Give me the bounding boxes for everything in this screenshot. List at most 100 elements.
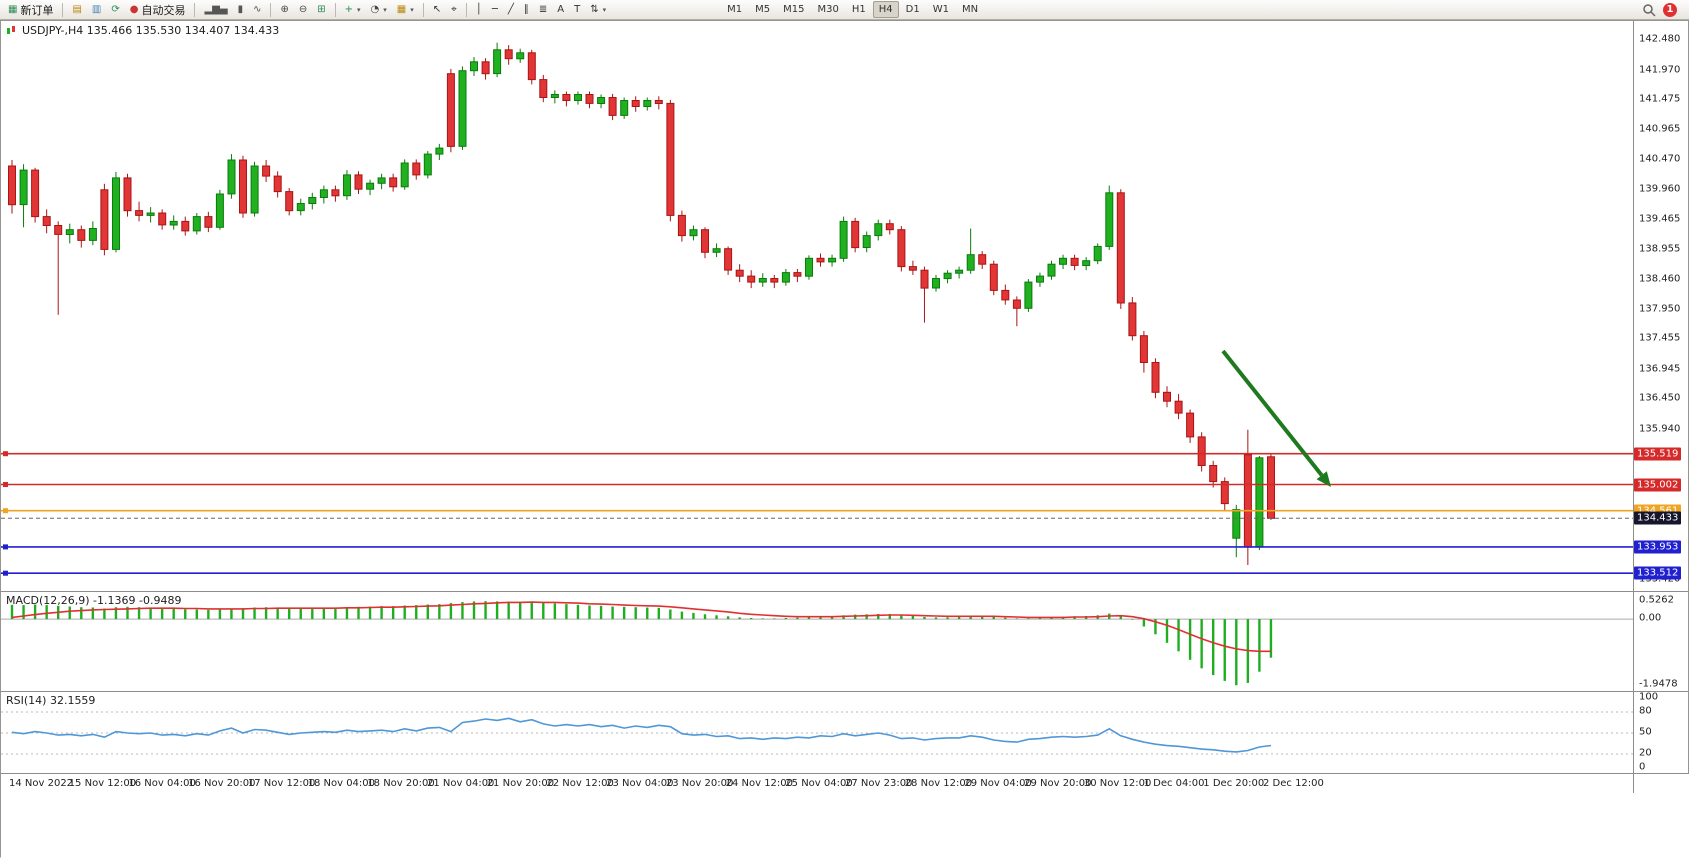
bar-chart-button[interactable]: ▂▆▄: [200, 0, 231, 19]
zoom-in-icon: ⊕: [280, 3, 289, 15]
fibonacci-button[interactable]: ≣: [535, 0, 551, 19]
timeframe-m1-button[interactable]: M1: [727, 4, 743, 15]
line-handle[interactable]: [3, 482, 8, 487]
price-line-box: 135.002: [1634, 478, 1682, 491]
horizontal-line-button[interactable]: ─: [488, 0, 502, 19]
time-axis-label: 29 Nov 04:00: [964, 778, 1032, 789]
refresh-button[interactable]: ⟳: [107, 0, 123, 19]
auto-trading-icon: ●: [129, 3, 139, 15]
periods-button[interactable]: ◔ ▾: [367, 0, 391, 19]
price-axis-label: 141.970: [1639, 64, 1681, 75]
price-axis-label: 137.950: [1639, 303, 1681, 315]
label-button[interactable]: T: [570, 0, 584, 19]
open-chart-button[interactable]: ▤: [68, 0, 85, 19]
time-axis-label: 27 Nov 23:00: [845, 778, 913, 789]
time-axis-label: 15 Nov 12:00: [68, 778, 137, 789]
profiles-button[interactable]: ▥: [88, 0, 105, 19]
timeframe-h4-button[interactable]: H4: [872, 1, 899, 18]
line-handle[interactable]: [3, 570, 8, 576]
price-axis-label: 136.945: [1639, 363, 1681, 375]
time-axis-label: 29 Nov 20:00: [1024, 778, 1092, 789]
trendline-button[interactable]: ╱: [504, 0, 518, 19]
price-axis-label: 136.450: [1639, 392, 1681, 404]
trend-arrow-head[interactable]: [1316, 471, 1331, 487]
horizontal-line-icon: ─: [491, 3, 498, 15]
vertical-line-button[interactable]: │: [472, 0, 486, 19]
axis-separator: [1633, 21, 1634, 793]
periods-icon: ◔: [370, 3, 380, 15]
price-axis-label: 138.955: [1639, 243, 1681, 255]
line-handle[interactable]: [3, 544, 8, 550]
timeframe-m15-button[interactable]: M15: [783, 4, 805, 15]
chart-window: USDJPY-,H4 135.466 135.530 134.407 134.4…: [0, 20, 1689, 858]
price-axis[interactable]: 142.480 141.970 141.475 140.965 140.470 139.9…: [1633, 21, 1689, 591]
dropdown-caret-icon: ▾: [602, 5, 607, 14]
templates-button[interactable]: ▦ ▾: [393, 0, 418, 19]
new-order-button[interactable]: ▦ 新订单: [4, 0, 57, 19]
arrows-button[interactable]: ⇅ ▾: [586, 0, 610, 19]
chart-window-icon: [7, 26, 15, 34]
candlestick-chart-icon: ▮: [237, 3, 244, 15]
toolbar-separator: [194, 2, 196, 17]
price-axis-label: 142.480: [1639, 33, 1681, 45]
rsi-axis-label: 0: [1639, 761, 1646, 773]
time-axis-label: 18 Nov 04:00: [307, 778, 376, 789]
trend-arrow[interactable]: [1221, 349, 1324, 477]
price-axis-label: 141.475: [1639, 93, 1681, 105]
text-button[interactable]: A: [553, 0, 568, 19]
macd-header: MACD(12,26,9) -1.1369 -0.9489: [6, 594, 182, 607]
toolbar-separator: [422, 2, 424, 17]
toolbar: ▦ 新订单 ▤ ▥ ⟳ ● 自动交易 ▂▆▄ ▮ ∿ ⊕ ⊖ ⊞ + ▾ ◔ ▾ ▦ ▾ ↖ ⌖ │ ─ ╱ ∥ ≣ A T ⇅ ▾ M1 M…: [0, 0, 1689, 20]
tile-windows-icon: ⊞: [317, 3, 326, 15]
zoom-out-button[interactable]: ⊖: [295, 0, 311, 19]
price-axis-label: 138.460: [1639, 273, 1681, 284]
notification-badge[interactable]: 1: [1663, 2, 1677, 17]
search-icon[interactable]: [1642, 3, 1656, 17]
time-axis-label: 23 Nov 04:00: [606, 778, 674, 789]
time-axis-label: 24 Nov 12:00: [725, 778, 794, 789]
timeframe-h1-button[interactable]: H1: [851, 4, 866, 15]
bottom-strip: [1, 793, 1689, 858]
line-handle[interactable]: [3, 508, 8, 514]
arrows-icon: ⇅: [590, 3, 599, 15]
rsi-header: RSI(14) 32.1559: [6, 694, 96, 707]
auto-trading-button[interactable]: ● 自动交易: [126, 0, 190, 19]
new-order-icon: ▦: [8, 3, 18, 15]
macd-canvas[interactable]: [1, 592, 1633, 691]
auto-trading-button-label: 自动交易: [141, 3, 186, 17]
dropdown-caret-icon: ▾: [357, 5, 361, 14]
macd-axis-label: -1.9478: [1639, 678, 1678, 690]
zoom-in-button[interactable]: ⊕: [276, 0, 292, 19]
time-axis-label: 1 Dec 20:00: [1203, 778, 1265, 789]
timeframe-m5-button[interactable]: M5: [755, 4, 771, 15]
line-handle[interactable]: [3, 451, 8, 457]
price-axis-label: 140.470: [1639, 153, 1681, 165]
timeframe-mn-button[interactable]: MN: [961, 4, 979, 15]
rsi-axis-label: 80: [1639, 705, 1652, 717]
price-axis-label: 139.960: [1639, 183, 1681, 195]
line-chart-button[interactable]: ∿: [249, 0, 265, 19]
toolbar-separator: [62, 2, 64, 17]
rsi-canvas[interactable]: [1, 692, 1633, 773]
macd-axis-label: 0.5262: [1639, 594, 1674, 606]
time-axis-label: 1 Dec 04:00: [1143, 778, 1205, 789]
dropdown-caret-icon: ▾: [410, 5, 414, 14]
indicators-button[interactable]: + ▾: [341, 0, 365, 19]
channel-button[interactable]: ∥: [520, 0, 533, 19]
time-axis-label: 18 Nov 20:00: [367, 778, 435, 789]
candlestick-chart-button[interactable]: ▮: [234, 0, 248, 19]
timeframe-m30-button[interactable]: M30: [817, 4, 839, 15]
tile-windows-button[interactable]: ⊞: [313, 0, 329, 19]
rsi-line: [11, 717, 1272, 753]
refresh-icon: ⟳: [111, 3, 120, 15]
timeframe-w1-button[interactable]: W1: [932, 4, 949, 15]
main-chart-canvas[interactable]: [1, 21, 1633, 591]
time-axis[interactable]: 14 Nov 2022 15 Nov 12:00 16 Nov 04:00 16 No…: [1, 773, 1689, 793]
price-line-box: 133.953: [1634, 540, 1682, 554]
cursor-button[interactable]: ↖: [429, 0, 445, 19]
crosshair-button[interactable]: ⌖: [447, 0, 461, 19]
time-axis-label: 14 Nov 2022: [9, 778, 74, 789]
price-line-box: 133.512: [1634, 566, 1682, 580]
timeframe-d1-button[interactable]: D1: [905, 4, 920, 15]
chart-title: USDJPY-,H4 135.466 135.530 134.407 134.4…: [6, 24, 279, 37]
